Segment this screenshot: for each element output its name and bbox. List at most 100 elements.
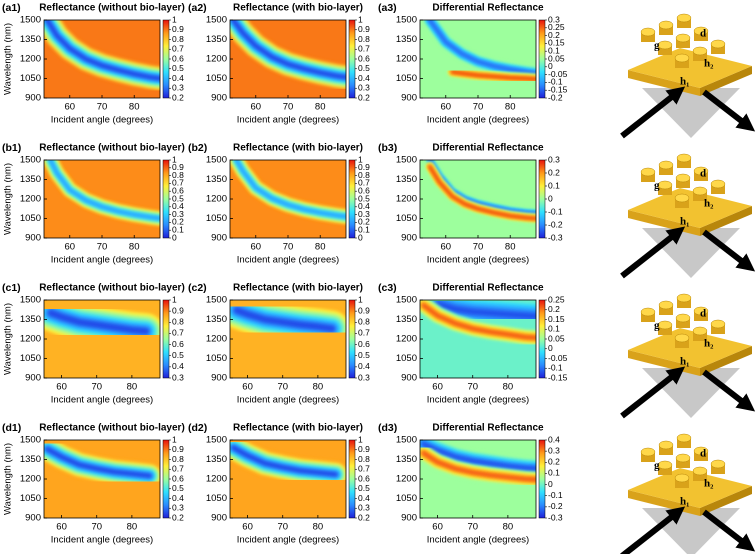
colorbar-tick-label: 1 bbox=[358, 434, 363, 444]
colorbar-tick-label: 0.6 bbox=[172, 53, 184, 63]
x-axis-label: Incident angle (degrees) bbox=[51, 255, 153, 266]
colorbar-tick-label: 0.2 bbox=[548, 457, 560, 467]
colorbar bbox=[162, 299, 170, 379]
pillar-top bbox=[674, 473, 690, 483]
colorbar bbox=[348, 159, 356, 239]
y-tick-label: 1350 bbox=[396, 174, 417, 185]
colorbar bbox=[538, 19, 546, 99]
pillar bbox=[675, 58, 689, 68]
band bbox=[45, 20, 160, 81]
pillar bbox=[711, 44, 725, 54]
incident-arrow bbox=[620, 506, 686, 559]
y-tick-label: 1050 bbox=[20, 493, 41, 504]
pillar-top bbox=[675, 453, 691, 463]
pillar-top bbox=[693, 26, 709, 36]
colorbar-tick-label: -0.3 bbox=[548, 512, 563, 522]
x-tick-label: 70 bbox=[277, 522, 288, 533]
pillar bbox=[694, 451, 708, 461]
pillar-top bbox=[692, 186, 708, 196]
pillar bbox=[694, 31, 708, 41]
panel-title: Differential Reflectance bbox=[432, 423, 544, 434]
colorbar-tick-label: -0.05 bbox=[548, 69, 568, 79]
y-tick-label: 900 bbox=[401, 373, 417, 384]
slab-top bbox=[628, 188, 752, 228]
colorbar-tick-label: 0.6 bbox=[358, 339, 370, 349]
pillar bbox=[677, 18, 691, 28]
colorbar-tick-label: 0.5 bbox=[358, 193, 370, 203]
colorbar-tick-label: 0.9 bbox=[358, 444, 370, 454]
x-tick-label: 80 bbox=[315, 102, 326, 113]
colorbar-tick-label: 0 bbox=[548, 61, 553, 71]
x-tick-label: 60 bbox=[440, 102, 451, 113]
colorbar-tick-label: 0 bbox=[358, 232, 363, 242]
y-tick-label: 1350 bbox=[206, 454, 227, 465]
colorbar-tick-label: 0.8 bbox=[358, 34, 370, 44]
reflected-arrow bbox=[702, 369, 756, 412]
y-tick-label: 1200 bbox=[20, 474, 41, 485]
schematic: g d h₂ h₁ bbox=[620, 433, 756, 559]
y-tick-label: 1500 bbox=[206, 155, 227, 166]
colorbar-tick-label: 0.25 bbox=[548, 294, 565, 304]
slab-side bbox=[700, 486, 752, 516]
x-axis-label: Incident angle (degrees) bbox=[427, 115, 529, 126]
colorbar-tick-label: 0.5 bbox=[358, 483, 370, 493]
x-tick-label: 70 bbox=[283, 242, 294, 253]
x-tick-label: 60 bbox=[440, 242, 451, 253]
band bbox=[451, 71, 536, 80]
pillar bbox=[659, 445, 673, 455]
colorbar bbox=[538, 299, 546, 379]
colorbar-tick-label: 1 bbox=[358, 294, 363, 304]
colorbar-tick-label: 0.3 bbox=[172, 503, 184, 513]
x-tick-label: 80 bbox=[313, 522, 324, 533]
slab-side bbox=[700, 346, 752, 376]
y-tick-label: 1500 bbox=[20, 15, 41, 26]
band bbox=[233, 307, 336, 332]
y-tick-label: 1050 bbox=[206, 213, 227, 224]
y-tick-label: 1500 bbox=[206, 295, 227, 306]
y-tick-label: 1200 bbox=[20, 334, 41, 345]
colorbar-tick-label: 0.9 bbox=[358, 162, 370, 172]
slab-top bbox=[628, 468, 752, 508]
band bbox=[428, 20, 536, 75]
panel-label: (c1) bbox=[2, 282, 21, 294]
colorbar bbox=[162, 19, 170, 99]
x-axis-label: Incident angle (degrees) bbox=[51, 535, 153, 546]
pillar bbox=[711, 464, 725, 474]
colorbar-tick-label: 0.5 bbox=[358, 350, 370, 360]
colorbar-tick-label: 0.2 bbox=[172, 217, 184, 227]
colorbar-tick-label: 0.3 bbox=[548, 445, 560, 455]
pillar-top bbox=[692, 466, 708, 476]
band bbox=[421, 442, 536, 471]
colorbar-tick-label: 1 bbox=[172, 14, 177, 24]
pillar-top bbox=[676, 293, 692, 303]
pillar-top bbox=[675, 313, 691, 323]
panel-label: (b2) bbox=[188, 142, 207, 154]
schematic-label: g bbox=[654, 460, 660, 472]
pillar-top bbox=[710, 39, 726, 49]
colorbar-tick-label: -0.2 bbox=[548, 501, 563, 511]
colorbar-tick-label: 0.05 bbox=[548, 53, 565, 63]
pillar-top bbox=[674, 193, 690, 203]
colorbar-tick-label: 1 bbox=[172, 294, 177, 304]
pillar-top bbox=[640, 167, 656, 177]
pillar-top bbox=[710, 459, 726, 469]
band bbox=[429, 165, 536, 220]
reflected-arrow bbox=[702, 89, 756, 132]
schematic-label: h₁ bbox=[680, 216, 689, 228]
x-tick-label: 70 bbox=[277, 382, 288, 393]
y-tick-label: 1500 bbox=[396, 295, 417, 306]
schematic-label: h₁ bbox=[680, 76, 689, 88]
colorbar-tick-label: -0.15 bbox=[548, 372, 568, 382]
colorbar-tick-label: 0.4 bbox=[548, 434, 560, 444]
colorbar-tick-label: 0.2 bbox=[548, 30, 560, 40]
colorbar-tick-label: 0.1 bbox=[358, 224, 370, 234]
y-tick-label: 1500 bbox=[206, 15, 227, 26]
colorbar-tick-label: 0.4 bbox=[358, 361, 370, 371]
heatmap bbox=[230, 440, 346, 518]
colorbar-tick-label: 0.3 bbox=[548, 14, 560, 24]
y-tick-label: 1500 bbox=[396, 155, 417, 166]
colorbar-tick-label: 0.9 bbox=[172, 305, 184, 315]
band bbox=[49, 160, 160, 220]
y-tick-label: 1050 bbox=[20, 213, 41, 224]
reflected-arrow bbox=[702, 229, 756, 272]
